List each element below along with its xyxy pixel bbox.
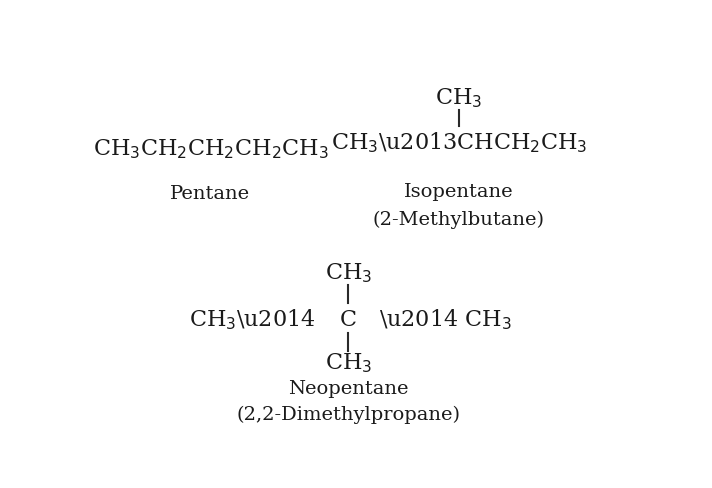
Text: CH$_3$: CH$_3$	[435, 86, 482, 110]
Text: CH$_3$\u2013CHCH$_2$CH$_3$: CH$_3$\u2013CHCH$_2$CH$_3$	[330, 131, 587, 155]
Text: CH$_3$\u2014: CH$_3$\u2014	[189, 307, 315, 332]
Text: Isopentane: Isopentane	[404, 183, 513, 201]
Text: CH$_3$: CH$_3$	[325, 351, 372, 375]
Text: CH$_3$CH$_2$CH$_2$CH$_2$CH$_3$: CH$_3$CH$_2$CH$_2$CH$_2$CH$_3$	[93, 137, 328, 161]
Text: (2,2-Dimethylpropane): (2,2-Dimethylpropane)	[236, 406, 461, 424]
Text: (2-Methylbutane): (2-Methylbutane)	[372, 211, 545, 229]
Text: C: C	[340, 309, 357, 331]
Text: CH$_3$: CH$_3$	[325, 261, 372, 285]
Text: \u2014 CH$_3$: \u2014 CH$_3$	[379, 307, 511, 332]
Text: Pentane: Pentane	[170, 185, 251, 203]
Text: Neopentane: Neopentane	[288, 380, 409, 398]
